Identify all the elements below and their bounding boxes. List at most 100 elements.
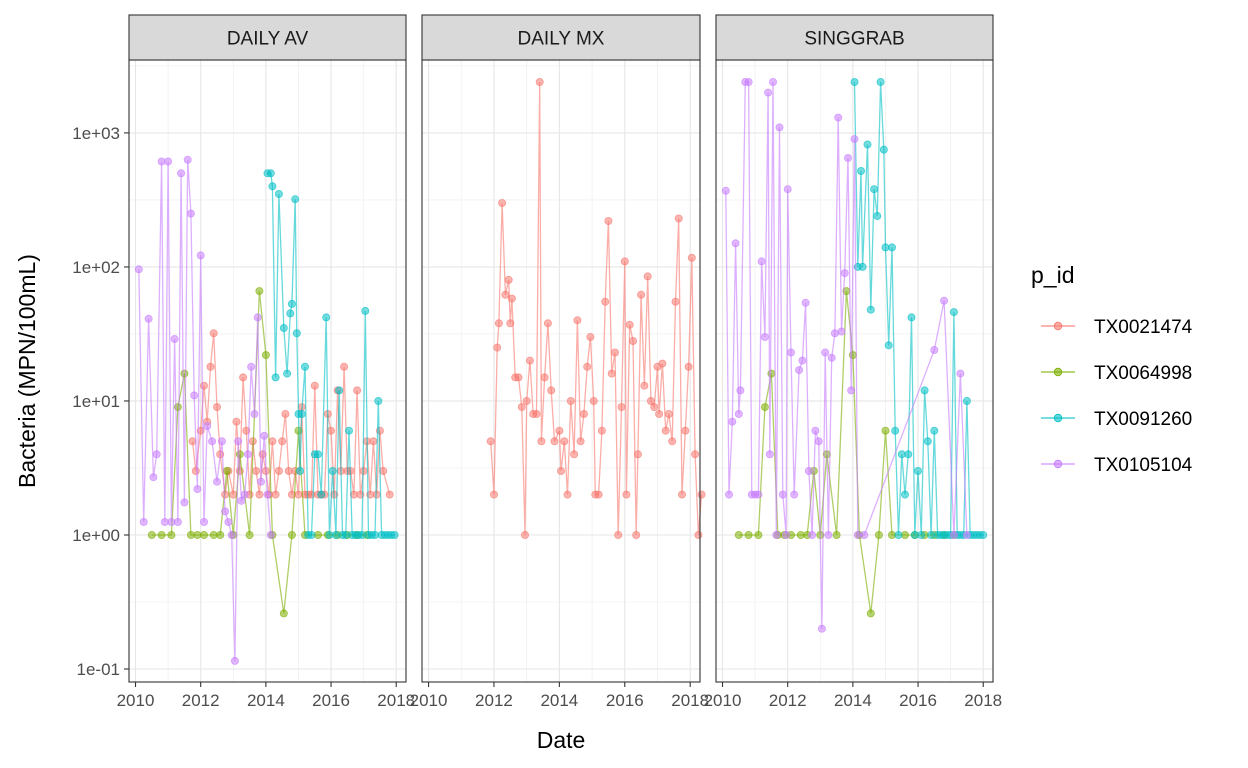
data-point-TX0021474 [579, 409, 588, 418]
data-point-TX0064998 [245, 531, 254, 540]
data-point-TX0021474 [206, 362, 215, 371]
data-point-TX0021474 [620, 257, 629, 266]
data-point-TX0021474 [614, 531, 623, 540]
data-point-TX0105104 [180, 498, 189, 507]
facet-strip-label: DAILY MX [518, 29, 605, 50]
data-point-TX0091260 [930, 426, 939, 435]
data-point-TX0091260 [917, 531, 926, 540]
data-point-TX0021474 [684, 362, 693, 371]
data-point-TX0105104 [949, 531, 958, 540]
data-point-TX0105104 [250, 409, 259, 418]
y-tick-label: 1e+01 [72, 392, 120, 411]
legend-label: TX0105104 [1094, 455, 1193, 476]
data-point-TX0105104 [177, 169, 186, 178]
x-tick-label: 2018 [377, 691, 415, 710]
data-point-TX0105104 [230, 656, 239, 665]
data-point-TX0105104 [760, 332, 769, 341]
data-point-TX0021474 [555, 426, 564, 435]
data-point-TX0064998 [147, 531, 156, 540]
data-point-TX0021474 [632, 531, 641, 540]
data-point-TX0091260 [914, 466, 923, 475]
data-point-TX0021474 [532, 409, 541, 418]
data-point-TX0091260 [287, 299, 296, 308]
data-point-TX0021474 [570, 450, 579, 459]
data-point-TX0105104 [757, 257, 766, 266]
data-point-TX0064998 [754, 531, 763, 540]
data-point-TX0105104 [775, 123, 784, 132]
data-point-TX0105104 [801, 298, 810, 307]
data-point-TX0105104 [769, 78, 778, 87]
data-point-TX0021474 [661, 426, 670, 435]
data-point-TX0105104 [208, 437, 217, 446]
data-point-TX0091260 [291, 195, 300, 204]
data-point-TX0091260 [335, 386, 344, 395]
data-point-TX0105104 [728, 417, 737, 426]
data-point-TX0021474 [617, 403, 626, 412]
data-point-TX0105104 [263, 490, 272, 499]
data-point-TX0091260 [286, 309, 295, 318]
data-point-TX0105104 [186, 209, 195, 218]
data-point-TX0064998 [832, 531, 841, 540]
data-point-TX0021474 [557, 466, 566, 475]
data-point-TX0021474 [535, 78, 544, 87]
data-point-TX0021474 [625, 320, 634, 329]
data-point-TX0021474 [274, 466, 283, 475]
data-point-TX0021474 [601, 297, 610, 306]
data-point-TX0021474 [650, 403, 659, 412]
data-point-TX0021474 [611, 348, 620, 357]
data-point-TX0105104 [193, 485, 202, 494]
data-point-TX0105104 [734, 409, 743, 418]
panel-background [422, 60, 700, 682]
data-point-TX0105104 [956, 369, 965, 378]
data-point-TX0021474 [340, 362, 349, 371]
legend-label: TX0021474 [1094, 317, 1193, 338]
data-point-TX0091260 [331, 531, 340, 540]
data-point-TX0091260 [873, 211, 882, 220]
data-point-TX0064998 [157, 531, 166, 540]
legend-key-point [1053, 367, 1063, 377]
legend-item: TX0064998 [1041, 363, 1192, 384]
data-point-TX0105104 [243, 450, 252, 459]
data-point-TX0105104 [237, 496, 246, 505]
data-point-TX0091260 [891, 426, 900, 435]
data-point-TX0021474 [369, 437, 378, 446]
legend-item: TX0021474 [1041, 317, 1193, 338]
data-point-TX0021474 [668, 437, 677, 446]
data-point-TX0091260 [296, 466, 305, 475]
data-point-TX0105104 [203, 421, 212, 430]
facet-panel-2: DAILY MX 2010 2012 2014 2016 2018 [410, 14, 709, 710]
data-point-TX0021474 [681, 426, 690, 435]
data-point-TX0021474 [385, 490, 394, 499]
data-point-TX0105104 [731, 239, 740, 248]
data-point-TX0091260 [361, 306, 370, 315]
data-point-TX0021474 [573, 316, 582, 325]
data-point-TX0091260 [374, 396, 383, 405]
data-point-TX0021474 [493, 343, 502, 352]
data-point-TX0021474 [655, 409, 664, 418]
data-point-TX0021474 [633, 450, 642, 459]
data-point-TX0105104 [224, 518, 233, 527]
facet-strip-label: SINGGRAB [804, 29, 904, 50]
data-point-TX0021474 [629, 336, 638, 345]
data-point-TX0105104 [134, 265, 143, 274]
data-point-TX0091260 [279, 323, 288, 332]
data-point-TX0091260 [879, 145, 888, 154]
data-point-TX0021474 [622, 490, 631, 499]
data-point-TX0021474 [209, 329, 218, 338]
data-point-TX0064998 [255, 287, 264, 296]
data-point-TX0105104 [837, 327, 846, 336]
data-point-TX0021474 [694, 531, 703, 540]
data-point-TX0105104 [821, 348, 830, 357]
data-point-TX0091260 [979, 531, 988, 540]
data-point-TX0105104 [817, 624, 826, 633]
data-point-TX0105104 [930, 345, 939, 354]
data-point-TX0105104 [804, 466, 813, 475]
data-point-TX0021474 [521, 531, 530, 540]
y-tick-label: 1e+00 [72, 526, 120, 545]
legend-item: TX0091260 [1041, 409, 1192, 430]
data-point-TX0105104 [834, 113, 843, 122]
data-point-TX0091260 [283, 369, 292, 378]
data-point-TX0091260 [292, 329, 301, 338]
data-point-TX0021474 [310, 381, 319, 390]
